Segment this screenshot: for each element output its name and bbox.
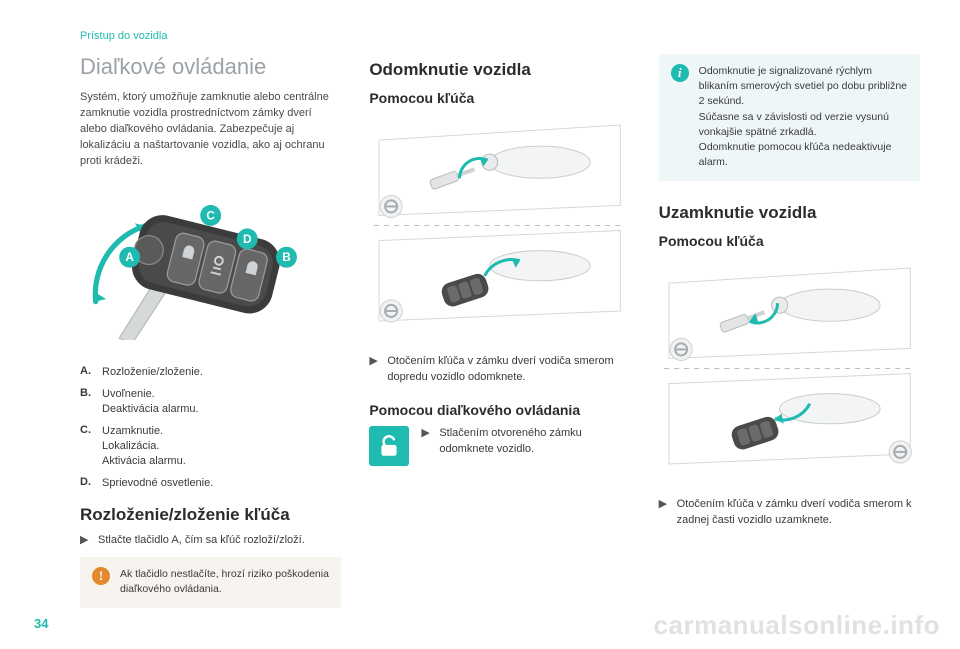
lock-bullet: ▶ Otočením kľúča v zámku dverí vodiča sm… bbox=[659, 497, 920, 529]
unlock-bullet: ▶ Otočením kľúča v zámku dverí vodiča sm… bbox=[369, 354, 630, 386]
unlock-padlock-icon bbox=[369, 426, 409, 466]
info-icon: i bbox=[671, 64, 689, 82]
svg-text:B: B bbox=[282, 251, 291, 264]
def-key-d: D. bbox=[80, 476, 102, 491]
lock-by-key-illustration bbox=[659, 263, 920, 474]
fold-heading: Rozloženie/zloženie kľúča bbox=[80, 505, 341, 525]
svg-text:D: D bbox=[243, 232, 251, 245]
page-number: 34 bbox=[34, 616, 48, 631]
unlock-by-remote-title: Pomocou diaľkového ovládania bbox=[369, 402, 630, 418]
def-row: A. Rozloženie/zloženie. bbox=[80, 365, 341, 380]
def-val-d: Sprievodné osvetlenie. bbox=[102, 476, 341, 491]
remote-unlock-row: ▶ Stlačením otvoreného zámku odomknete v… bbox=[369, 426, 630, 466]
def-key-b: B. bbox=[80, 387, 102, 418]
bullet-icon: ▶ bbox=[369, 354, 387, 386]
content-columns: Diaľkové ovládanie Systém, ktorý umožňuj… bbox=[80, 54, 920, 608]
def-val-c: Uzamknutie. Lokalizácia. Aktivácia alarm… bbox=[102, 424, 341, 470]
lock-bullet-text: Otočením kľúča v zámku dverí vodiča smer… bbox=[677, 497, 920, 529]
remote-bullet: ▶ Stlačením otvoreného zámku odomknete v… bbox=[421, 426, 630, 458]
def-key-a: A. bbox=[80, 365, 102, 380]
bullet-icon: ▶ bbox=[421, 426, 439, 458]
remote-bullet-text: Stlačením otvoreného zámku odomknete voz… bbox=[439, 426, 630, 458]
warning-note: ! Ak tlačidlo nestlačíte, hrozí riziko p… bbox=[80, 557, 341, 607]
warning-icon: ! bbox=[92, 567, 110, 585]
def-key-c: C. bbox=[80, 424, 102, 470]
svg-text:C: C bbox=[206, 209, 215, 222]
watermark: carmanualsonline.info bbox=[654, 610, 940, 641]
info-text: Odomknutie je signalizované rýchlym blik… bbox=[699, 64, 908, 171]
key-definition-list: A. Rozloženie/zloženie. B. Uvoľnenie. De… bbox=[80, 365, 341, 491]
remote-control-title: Diaľkové ovládanie bbox=[80, 54, 341, 80]
manual-page: Prístup do vozidla Diaľkové ovládanie Sy… bbox=[0, 0, 960, 649]
remote-control-intro: Systém, ktorý umožňuje zamknutie alebo c… bbox=[80, 90, 341, 170]
def-row: D. Sprievodné osvetlenie. bbox=[80, 476, 341, 491]
unlock-by-key-illustration bbox=[369, 120, 630, 331]
unlock-by-key-title: Pomocou kľúča bbox=[369, 90, 630, 106]
breadcrumb: Prístup do vozidla bbox=[80, 30, 920, 42]
key-illustration: A C D B bbox=[80, 184, 341, 341]
fold-bullet-text: Stlačte tlačidlo A, čím sa kľúč rozloží/… bbox=[98, 533, 305, 549]
def-val-b: Uvoľnenie. Deaktivácia alarmu. bbox=[102, 387, 341, 418]
unlock-title: Odomknutie vozidla bbox=[369, 60, 630, 80]
column-1: Diaľkové ovládanie Systém, ktorý umožňuj… bbox=[80, 54, 341, 608]
def-val-a: Rozloženie/zloženie. bbox=[102, 365, 341, 380]
lock-by-key-title: Pomocou kľúča bbox=[659, 233, 920, 249]
bullet-icon: ▶ bbox=[80, 533, 98, 549]
def-row: B. Uvoľnenie. Deaktivácia alarmu. bbox=[80, 387, 341, 418]
column-3: i Odomknutie je signalizované rýchlym bl… bbox=[659, 54, 920, 608]
def-row: C. Uzamknutie. Lokalizácia. Aktivácia al… bbox=[80, 424, 341, 470]
info-note: i Odomknutie je signalizované rýchlym bl… bbox=[659, 54, 920, 181]
svg-text:A: A bbox=[125, 251, 134, 264]
unlock-bullet-text: Otočením kľúča v zámku dverí vodiča smer… bbox=[387, 354, 630, 386]
bullet-icon: ▶ bbox=[659, 497, 677, 529]
column-2: Odomknutie vozidla Pomocou kľúča bbox=[369, 54, 630, 608]
fold-bullet: ▶ Stlačte tlačidlo A, čím sa kľúč rozlož… bbox=[80, 533, 341, 549]
warning-text: Ak tlačidlo nestlačíte, hrozí riziko poš… bbox=[120, 567, 329, 597]
lock-title: Uzamknutie vozidla bbox=[659, 203, 920, 223]
